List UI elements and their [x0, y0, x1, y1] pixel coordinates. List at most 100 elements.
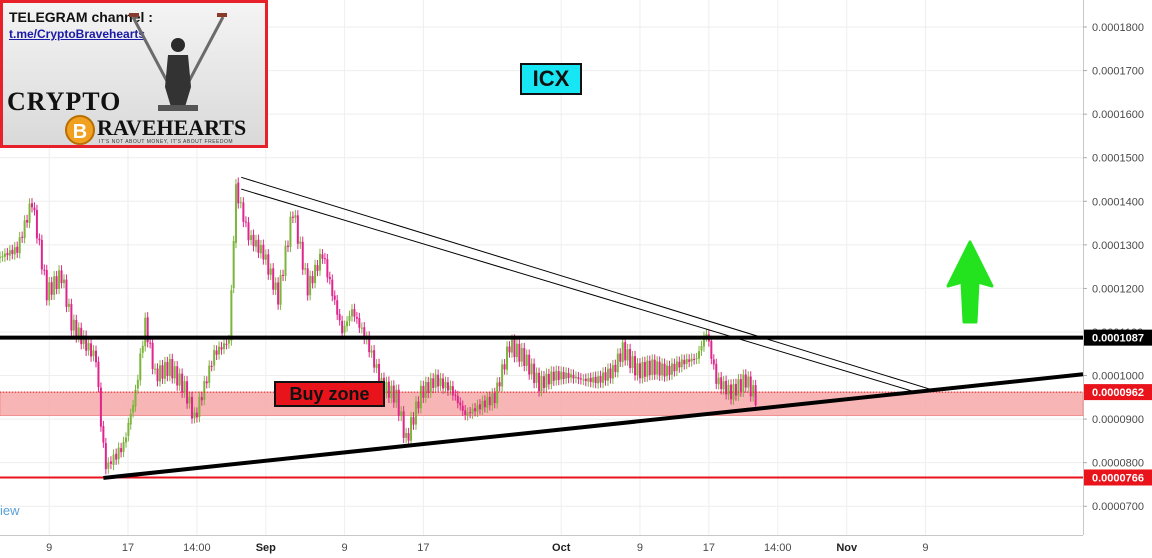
candle-body — [732, 384, 735, 400]
candle-body — [94, 350, 97, 363]
candle-body — [540, 375, 543, 392]
x-tick-label: 9 — [637, 542, 643, 554]
x-tick-label: 14:00 — [183, 542, 211, 554]
candle-body — [242, 202, 245, 222]
candle-body — [616, 353, 619, 373]
candle-body — [754, 385, 757, 406]
candle-body — [508, 346, 511, 353]
candle-body — [141, 345, 144, 353]
candle-body — [112, 454, 115, 465]
candle-body — [294, 215, 297, 218]
candle-body — [675, 361, 678, 371]
candle-body — [702, 336, 705, 347]
candle-body — [397, 389, 400, 416]
candle-body — [70, 303, 73, 331]
candle-body — [227, 339, 230, 344]
candle-body — [115, 453, 118, 460]
candle-body — [203, 381, 206, 400]
candle-body — [190, 396, 193, 419]
candle-body — [40, 239, 43, 270]
candle-body — [626, 349, 629, 361]
candles-group — [0, 177, 757, 475]
candle-body — [506, 346, 509, 370]
candle-body — [117, 447, 120, 460]
y-tick-label: 0.0001700 — [1092, 66, 1144, 78]
candle-body — [26, 219, 29, 223]
candle-body — [328, 276, 331, 280]
candle-body — [230, 290, 233, 341]
candle-body — [727, 384, 730, 395]
price-axis-pane — [1083, 0, 1152, 558]
candle-body — [419, 385, 422, 409]
candle-body — [136, 379, 139, 389]
candle-body — [749, 376, 752, 397]
candle-body — [306, 268, 309, 296]
x-tick-label: 17 — [122, 542, 134, 554]
candle-body — [385, 381, 388, 394]
candle-body — [685, 358, 688, 364]
candle-body — [695, 358, 698, 360]
candle-body — [368, 336, 371, 353]
candle-body — [663, 363, 666, 377]
watermark-text: iew — [0, 503, 20, 518]
candle-body — [346, 321, 349, 327]
candle-body — [358, 318, 361, 328]
candle-body — [55, 276, 58, 289]
candle-body — [688, 359, 691, 362]
candle-body — [444, 381, 447, 389]
candle-body — [572, 374, 575, 379]
candle-body — [439, 378, 442, 387]
candle-body — [109, 461, 112, 464]
candle-body — [577, 377, 580, 379]
descending-trendline-upper — [241, 176, 936, 392]
candle-body — [132, 405, 135, 413]
candle-body — [65, 279, 68, 307]
candle-body — [574, 376, 577, 378]
candle-body — [301, 241, 304, 270]
y-tick-label: 0.0001800 — [1092, 22, 1144, 34]
candle-body — [589, 377, 592, 383]
candle-body — [161, 365, 164, 379]
candle-body — [584, 378, 587, 382]
candle-body — [304, 268, 307, 270]
candle-body — [670, 363, 673, 375]
candle-body — [446, 382, 449, 391]
candle-body — [1, 256, 4, 258]
price-tag-label: 0.0000766 — [1092, 472, 1144, 484]
candle-body — [720, 377, 723, 390]
candle-body — [402, 411, 405, 438]
x-tick-label: Oct — [552, 542, 571, 554]
candle-body — [102, 426, 105, 443]
candle-body — [348, 315, 351, 321]
candle-body — [530, 363, 533, 375]
candle-body — [429, 378, 432, 393]
price-tag-label: 0.0001087 — [1092, 333, 1144, 345]
candle-body — [486, 397, 489, 408]
candle-body — [466, 412, 469, 416]
candle-body — [648, 360, 651, 376]
candle-body — [58, 270, 61, 289]
candle-body — [602, 372, 605, 383]
candle-body — [181, 373, 184, 393]
candle-body — [85, 335, 88, 351]
candle-body — [18, 237, 21, 254]
candle-body — [478, 404, 481, 410]
candle-body — [570, 374, 573, 378]
candle-body — [624, 342, 627, 361]
candle-body — [390, 385, 393, 398]
candle-body — [451, 386, 454, 396]
price-tag-box — [1084, 384, 1152, 401]
candle-body — [673, 363, 676, 372]
candle-body — [225, 343, 228, 345]
candle-body — [550, 371, 553, 385]
y-tick-label: 0.0000900 — [1092, 414, 1144, 426]
candle-body — [188, 396, 191, 404]
candle-body — [469, 412, 472, 414]
candle-body — [412, 417, 415, 425]
candle-body — [737, 379, 740, 396]
candle-body — [656, 361, 659, 375]
telegram-link[interactable]: t.me/CryptoBravehearts — [9, 27, 146, 41]
buy-zone-label: Buy zone — [274, 381, 385, 407]
candle-body — [742, 374, 745, 392]
candle-body — [483, 400, 486, 408]
